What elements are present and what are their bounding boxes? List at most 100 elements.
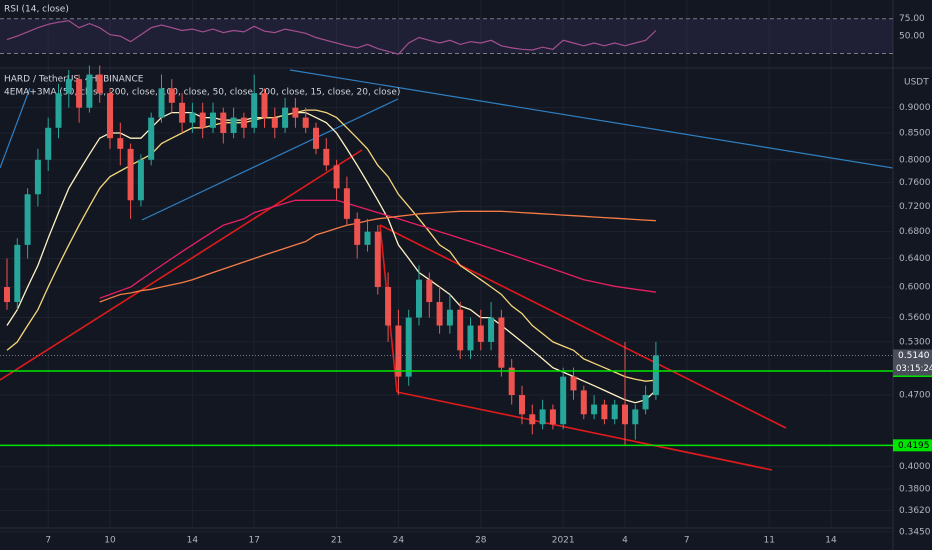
candle-body xyxy=(261,93,268,118)
y-tick-label: 0.8500 xyxy=(899,128,931,138)
y-tick-label: 0.3800 xyxy=(899,485,931,495)
y-tick-label: 0.6400 xyxy=(899,254,931,264)
candle-body xyxy=(282,107,289,128)
trend-line xyxy=(141,98,399,221)
candle-body xyxy=(45,127,52,160)
moving-average xyxy=(99,199,656,299)
candle-body xyxy=(24,194,31,245)
candle-body xyxy=(189,112,196,123)
x-tick-label: 21 xyxy=(331,536,342,546)
candle-body xyxy=(271,117,278,128)
candle-body xyxy=(34,159,41,195)
y-tick-label: 0.4700 xyxy=(899,391,931,401)
trend-line xyxy=(396,391,773,471)
x-tick-label: 11 xyxy=(763,536,774,546)
y-tick-label: 0.3450 xyxy=(899,527,931,537)
x-tick-label: 28 xyxy=(475,536,487,546)
countdown-label: 03:15:24 xyxy=(896,364,932,374)
candle-body xyxy=(137,159,144,201)
candle-body xyxy=(385,287,392,326)
candle-body xyxy=(168,88,175,103)
candle-body xyxy=(240,117,247,128)
rsi-tick-label: 75.00 xyxy=(899,14,925,24)
candle-body xyxy=(446,309,453,326)
candle-body xyxy=(560,376,567,425)
candle-body xyxy=(498,317,505,368)
candle-body xyxy=(199,112,206,128)
candle-body xyxy=(117,138,124,149)
candle-body xyxy=(14,244,21,303)
candle-body xyxy=(86,74,93,108)
candle-body xyxy=(529,414,536,425)
candle-body xyxy=(107,93,113,139)
moving-average xyxy=(99,210,656,303)
x-tick-label: 4 xyxy=(622,536,628,546)
candle-body xyxy=(457,309,464,351)
symbol-legend: HARD / TetherUS, 4H, BINANCE xyxy=(4,75,144,85)
candle-body xyxy=(395,325,402,377)
candle-body xyxy=(333,165,340,189)
candle-body xyxy=(374,231,381,288)
rsi-tick-label: 50.00 xyxy=(899,32,925,42)
candle-body xyxy=(4,287,10,303)
x-tick-label: 10 xyxy=(104,536,116,546)
trend-line xyxy=(0,149,363,381)
candle-body xyxy=(302,117,309,128)
candle-body xyxy=(65,79,72,94)
candle-body xyxy=(642,395,649,410)
candle-body xyxy=(436,302,443,326)
candle-body xyxy=(158,88,165,118)
trend-line xyxy=(289,69,894,169)
rsi-band xyxy=(0,18,893,54)
candle-body xyxy=(179,102,186,123)
candle-body xyxy=(570,376,577,391)
candle-body xyxy=(354,218,361,245)
candle-body xyxy=(76,79,83,108)
candle-body xyxy=(343,188,350,219)
candle-body xyxy=(519,395,525,415)
y-tick-label: 0.6000 xyxy=(899,283,931,293)
candle-body xyxy=(652,355,659,396)
moving-average xyxy=(6,111,657,404)
y-tick-label: 0.6800 xyxy=(899,227,931,237)
y-tick-label: 0.8000 xyxy=(899,155,931,165)
candle-body xyxy=(601,404,608,420)
candle-body xyxy=(127,148,134,201)
candle-body xyxy=(148,117,155,160)
x-tick-label: 7 xyxy=(45,536,51,546)
price-label: 0.5140 xyxy=(898,351,930,361)
candle-body xyxy=(364,231,371,245)
y-tick-label: 0.5300 xyxy=(899,337,931,347)
trend-line xyxy=(0,87,31,169)
candle-body xyxy=(323,148,330,166)
candle-body xyxy=(488,317,495,342)
rsi-line xyxy=(6,20,657,55)
candle-body xyxy=(549,409,556,425)
y-tick-label: 0.4000 xyxy=(899,462,931,472)
candle-body xyxy=(632,409,639,425)
candle-body xyxy=(426,279,433,303)
x-tick-label: 24 xyxy=(393,536,405,546)
candle-body xyxy=(313,127,319,149)
candle-body xyxy=(539,409,546,425)
y-tick-label: 0.3620 xyxy=(899,506,931,516)
price-label-box xyxy=(893,349,932,376)
candle-body xyxy=(416,279,422,318)
candle-body xyxy=(611,404,618,420)
candle-body xyxy=(220,112,227,133)
candle-body xyxy=(230,117,237,133)
x-tick-label: 7 xyxy=(684,536,690,546)
y-tick-label: 0.7200 xyxy=(899,202,931,212)
candle-body xyxy=(580,390,587,415)
candle-body xyxy=(251,93,258,128)
y-tick-label: 0.5600 xyxy=(899,313,931,323)
x-tick-label: 17 xyxy=(248,536,259,546)
x-tick-label: 2021 xyxy=(552,536,575,546)
y-tick-label: 0.7600 xyxy=(899,178,931,188)
x-tick-label: 14 xyxy=(187,536,199,546)
y-tick-label: 0.9000 xyxy=(899,103,931,113)
price-label-box xyxy=(893,439,932,452)
candle-body xyxy=(591,404,598,415)
